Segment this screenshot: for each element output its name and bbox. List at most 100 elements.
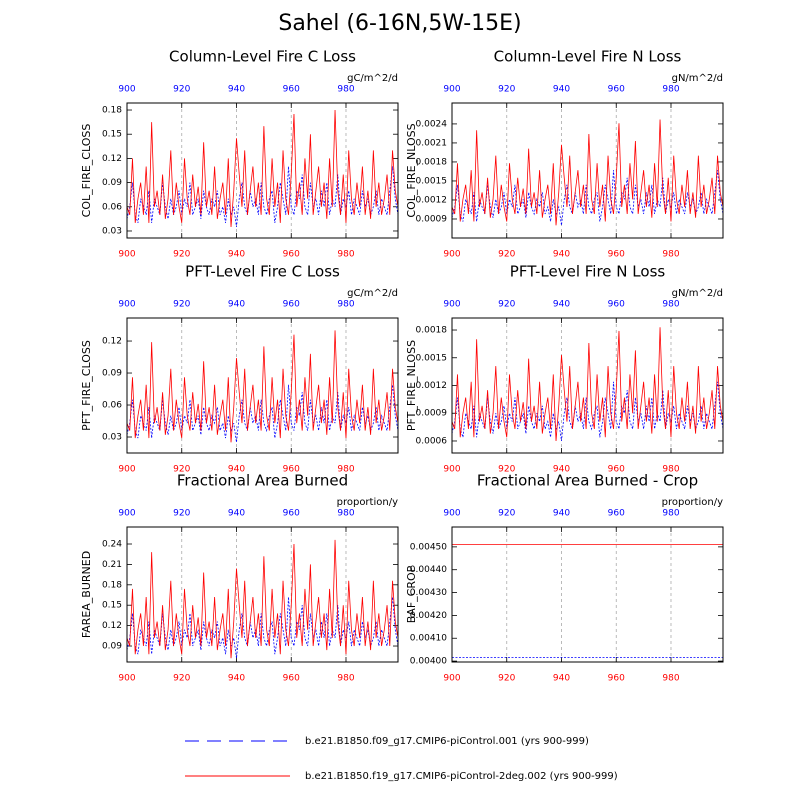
x-tick-label-top: 900: [118, 509, 135, 519]
x-tick-label: 940: [553, 465, 570, 475]
x-tick-label: 960: [608, 674, 625, 684]
y-tick-label: 0.0012: [416, 195, 448, 205]
x-tick-label: 960: [608, 465, 625, 475]
x-tick-label: 900: [118, 674, 135, 684]
x-tick-label-top: 940: [228, 85, 245, 95]
x-tick-label: 960: [283, 674, 300, 684]
x-tick-label-top: 960: [608, 85, 625, 95]
y-tick-label: 0.00420: [410, 611, 447, 621]
x-tick-label-top: 920: [173, 509, 190, 519]
y-tick-label: 0.12: [102, 337, 122, 347]
x-tick-label-top: 920: [173, 300, 190, 310]
y-tick-label: 0.0009: [416, 214, 448, 224]
x-tick-label-top: 900: [118, 300, 135, 310]
plot-frame: [451, 102, 724, 239]
y-tick-label: 0.00410: [410, 634, 447, 644]
y-tick-label: 0.09: [102, 642, 122, 652]
unit-label: proportion/y: [662, 497, 723, 508]
x-tick-label: 980: [662, 465, 679, 475]
series-line: [451, 119, 724, 226]
x-tick-label-top: 900: [443, 509, 460, 519]
figure-title: Sahel (6-16N,5W-15E): [278, 11, 521, 36]
y-axis-label: COL_FIRE_NLOSS: [405, 123, 418, 217]
x-tick-label: 940: [228, 674, 245, 684]
x-tick-label-top: 980: [662, 85, 679, 95]
x-tick-label-top: 940: [228, 509, 245, 519]
y-tick-label: 0.09: [102, 369, 122, 379]
x-tick-label-top: 960: [283, 85, 300, 95]
x-tick-label-top: 900: [443, 300, 460, 310]
x-tick-label-top: 940: [553, 509, 570, 519]
y-axis-label: COL_FIRE_CLOSS: [80, 124, 93, 218]
x-tick-label-top: 980: [662, 300, 679, 310]
panel-title: Fractional Area Burned: [177, 472, 348, 490]
panel-title: Fractional Area Burned - Crop: [477, 472, 698, 490]
y-tick-label: 0.0015: [416, 353, 448, 363]
y-tick-label: 0.0024: [416, 119, 448, 129]
x-tick-label-top: 980: [337, 85, 354, 95]
y-tick-label: 0.00400: [410, 657, 447, 667]
y-tick-label: 0.15: [102, 601, 122, 611]
x-tick-label: 900: [443, 250, 460, 260]
x-tick-label: 920: [173, 465, 190, 475]
y-tick-label: 0.18: [102, 580, 122, 590]
x-tick-label: 920: [173, 674, 190, 684]
plot-frame: [126, 317, 399, 454]
y-tick-label: 0.18: [102, 106, 122, 116]
x-tick-label-top: 960: [283, 300, 300, 310]
x-tick-label: 960: [283, 465, 300, 475]
x-tick-label-top: 940: [553, 300, 570, 310]
series-line: [126, 330, 399, 443]
y-tick-label: 0.00450: [410, 542, 447, 552]
x-tick-label: 980: [337, 250, 354, 260]
x-tick-label: 900: [443, 465, 460, 475]
x-tick-label-top: 940: [553, 85, 570, 95]
x-tick-label: 980: [337, 674, 354, 684]
unit-label: gN/m^2/d: [672, 73, 723, 84]
x-tick-label-top: 980: [337, 509, 354, 519]
y-tick-label: 0.03: [102, 226, 122, 236]
y-tick-label: 0.00430: [410, 588, 447, 598]
y-tick-label: 0.0021: [416, 138, 448, 148]
plot-frame: [451, 526, 724, 663]
x-tick-label: 940: [553, 250, 570, 260]
y-tick-label: 0.09: [102, 178, 122, 188]
x-tick-label: 940: [553, 674, 570, 684]
x-tick-label-top: 960: [283, 509, 300, 519]
x-tick-label-top: 920: [498, 300, 515, 310]
y-tick-label: 0.00440: [410, 565, 447, 575]
x-tick-label: 900: [443, 674, 460, 684]
y-tick-label: 0.0006: [416, 436, 448, 446]
x-tick-label: 980: [337, 465, 354, 475]
panel-title: Column-Level Fire N Loss: [494, 48, 682, 66]
series-line: [126, 539, 399, 659]
panel-title: Column-Level Fire C Loss: [169, 48, 356, 66]
y-tick-label: 0.06: [102, 401, 122, 411]
y-axis-label: BAF_CROP: [405, 565, 418, 623]
y-tick-label: 0.24: [102, 540, 122, 550]
x-tick-label-top: 960: [608, 509, 625, 519]
x-tick-label: 920: [498, 674, 515, 684]
x-tick-label-top: 920: [498, 509, 515, 519]
y-tick-label: 0.03: [102, 433, 122, 443]
plot-frame: [451, 317, 724, 454]
y-axis-label: FAREA_BURNED: [80, 551, 93, 638]
x-tick-label-top: 980: [662, 509, 679, 519]
y-tick-label: 0.0009: [416, 409, 448, 419]
y-tick-label: 0.0018: [416, 326, 448, 336]
y-tick-label: 0.12: [102, 154, 122, 164]
x-tick-label: 940: [228, 250, 245, 260]
y-tick-label: 0.0012: [416, 381, 448, 391]
panel-title: PFT-Level Fire N Loss: [510, 263, 666, 281]
legend-label: b.e21.B1850.f19_g17.CMIP6-piControl-2deg…: [305, 771, 618, 782]
x-tick-label-top: 920: [498, 85, 515, 95]
y-tick-label: 0.0015: [416, 176, 448, 186]
x-tick-label: 960: [608, 250, 625, 260]
y-axis-label: PFT_FIRE_NLOSS: [405, 340, 418, 431]
x-tick-label: 980: [662, 674, 679, 684]
x-tick-label-top: 900: [118, 85, 135, 95]
x-tick-label: 920: [498, 250, 515, 260]
x-tick-label-top: 900: [443, 85, 460, 95]
x-tick-label-top: 940: [228, 300, 245, 310]
